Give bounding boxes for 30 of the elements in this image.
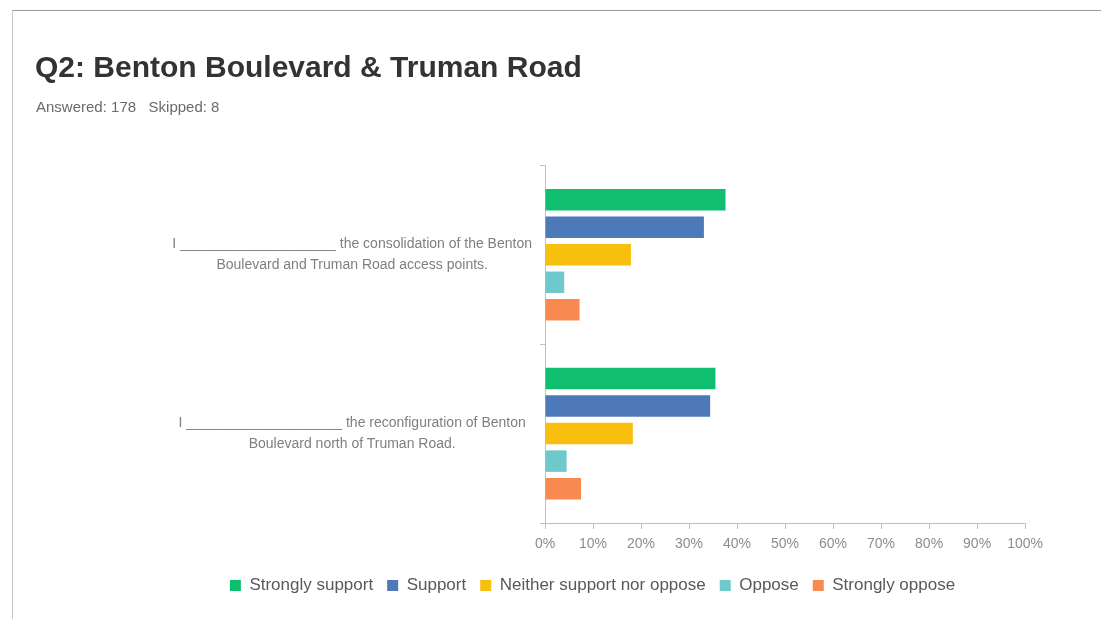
x-tick-label: 70% bbox=[867, 535, 896, 552]
bar bbox=[545, 395, 711, 417]
x-tick-label: 20% bbox=[627, 535, 656, 552]
x-tick-label: 10% bbox=[578, 535, 608, 552]
x-tick-label: 90% bbox=[963, 535, 992, 552]
x-tick-label: 50% bbox=[771, 535, 800, 552]
x-tick-label: 100% bbox=[1007, 535, 1043, 552]
x-tick-label: 80% bbox=[915, 535, 944, 552]
legend-label: Neither support nor oppose bbox=[499, 575, 706, 595]
bar bbox=[545, 367, 716, 390]
bar bbox=[545, 299, 580, 321]
x-tick-label: 60% bbox=[819, 535, 848, 552]
bar bbox=[545, 422, 633, 445]
bar bbox=[545, 477, 582, 500]
legend-label: Support bbox=[406, 575, 467, 595]
chart-title: Q2: Benton Boulevard & Truman Road bbox=[35, 50, 582, 84]
legend-label: Oppose bbox=[739, 575, 799, 595]
legend-label: Strongly oppose bbox=[832, 575, 956, 595]
x-tick-label: 40% bbox=[723, 535, 752, 552]
x-tick-label: 30% bbox=[675, 535, 704, 552]
x-tick-label: 0% bbox=[534, 535, 556, 552]
bar bbox=[545, 271, 565, 294]
bar bbox=[545, 216, 704, 238]
bar bbox=[545, 188, 726, 211]
legend-label: Strongly support bbox=[249, 575, 374, 595]
y-tick-label: I ____________________ the consolidation of the Benton Boulevard and Truman Road access points. bbox=[172, 235, 533, 272]
bar bbox=[545, 450, 567, 472]
text: Answered: 178 Skipped: 8 bbox=[36, 98, 220, 115]
y-tick-label: I ____________________ the reconfiguration of Benton Boulevard north of Truman Road. bbox=[178, 414, 526, 451]
bar bbox=[545, 243, 631, 266]
